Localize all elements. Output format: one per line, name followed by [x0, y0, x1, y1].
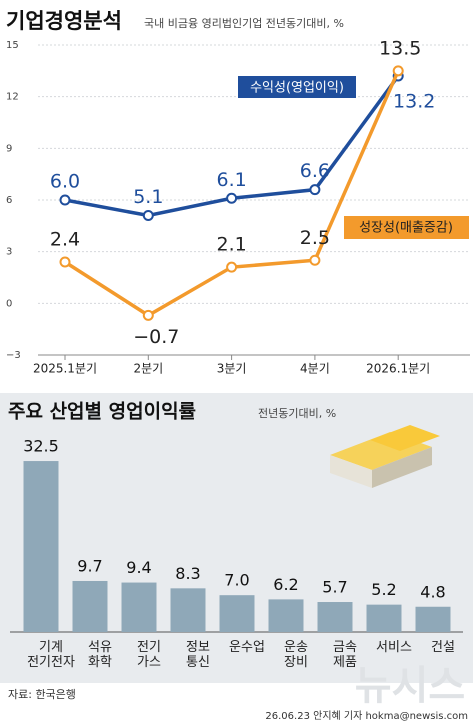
credit: 26.06.23 안지혜 기자 hokma@newsis.com	[265, 710, 468, 722]
y-tick-label: 6	[6, 195, 12, 206]
point	[226, 261, 238, 273]
legend-label: 성장성(매출증감)	[359, 221, 453, 236]
data-label: 2.5	[300, 227, 330, 249]
data-label: 6.6	[300, 160, 330, 182]
watermark: 뉴시스	[355, 663, 465, 709]
point	[142, 210, 154, 221]
x-tick-label: 건설	[431, 640, 455, 655]
data-label: 8.3	[175, 564, 200, 583]
point	[226, 192, 238, 204]
y-tick-label: 15	[6, 40, 19, 51]
source: 자료: 한국은행	[8, 688, 76, 701]
legend-label: 수익성(영업이익)	[250, 81, 344, 96]
y-tick-label: 0	[6, 298, 12, 309]
legend-box	[342, 214, 471, 241]
chart-title: 기업경영분석	[6, 9, 122, 33]
point	[309, 184, 321, 196]
point	[392, 65, 404, 77]
x-tick-label: 3분기	[217, 362, 247, 376]
x-tick-label: 금속 제품	[333, 640, 357, 670]
data-label: 6.2	[273, 575, 298, 594]
data-label: −0.7	[133, 326, 179, 348]
x-tick-label: 전기 가스	[137, 640, 161, 670]
bar	[219, 595, 255, 632]
point	[59, 256, 71, 268]
x-tick-label: 2분기	[133, 362, 163, 376]
data-label: 5.2	[371, 580, 396, 599]
bar	[72, 580, 108, 632]
x-tick-label: 운수업	[229, 640, 265, 655]
legend-box	[238, 76, 356, 98]
x-tick-label: 서비스	[376, 640, 412, 655]
data-label: 5.1	[133, 186, 163, 208]
point	[59, 194, 71, 206]
data-label: 32.5	[23, 437, 59, 456]
bar	[317, 602, 353, 632]
x-tick-label: 2026.1분기	[366, 362, 430, 376]
data-label: 13.5	[379, 37, 421, 59]
x-tick-label: 정보 통신	[186, 640, 210, 670]
point	[309, 254, 321, 266]
bar	[415, 606, 451, 632]
data-label: 7.0	[224, 571, 249, 590]
data-label: 6.1	[216, 169, 246, 191]
x-tick-label: 2025.1분기	[33, 362, 97, 376]
x-tick-label: 4분기	[300, 362, 330, 376]
x-tick-label: 운송 장비	[284, 640, 308, 670]
data-label: 5.7	[322, 578, 347, 597]
y-tick-label: −3	[6, 350, 21, 361]
y-tick-label: 9	[6, 143, 12, 154]
point	[142, 309, 154, 321]
chart-subtitle: 전년동기대비, %	[258, 407, 336, 420]
gold-icon	[330, 425, 440, 488]
bar	[121, 582, 157, 632]
y-tick-label: 3	[6, 247, 12, 258]
bar	[23, 461, 59, 632]
data-label: 9.4	[126, 558, 151, 577]
data-label: 6.0	[50, 171, 80, 193]
bar	[268, 599, 304, 632]
data-label: 13.2	[393, 91, 435, 113]
bar	[170, 588, 206, 632]
data-label: 9.7	[77, 556, 102, 575]
y-tick-label: 12	[6, 92, 19, 103]
data-label: 2.1	[216, 234, 246, 256]
x-tick-label: 기계 전기전자	[27, 640, 75, 670]
chart-subtitle: 국내 비금융 영리법인기업 전년동기대비, %	[144, 17, 344, 30]
x-tick-label: 석유 화학	[88, 640, 112, 670]
bar	[366, 604, 402, 632]
data-label: 4.8	[420, 582, 445, 601]
data-label: 2.4	[50, 229, 80, 251]
chart-title: 주요 산업별 영업이익률	[8, 401, 196, 423]
